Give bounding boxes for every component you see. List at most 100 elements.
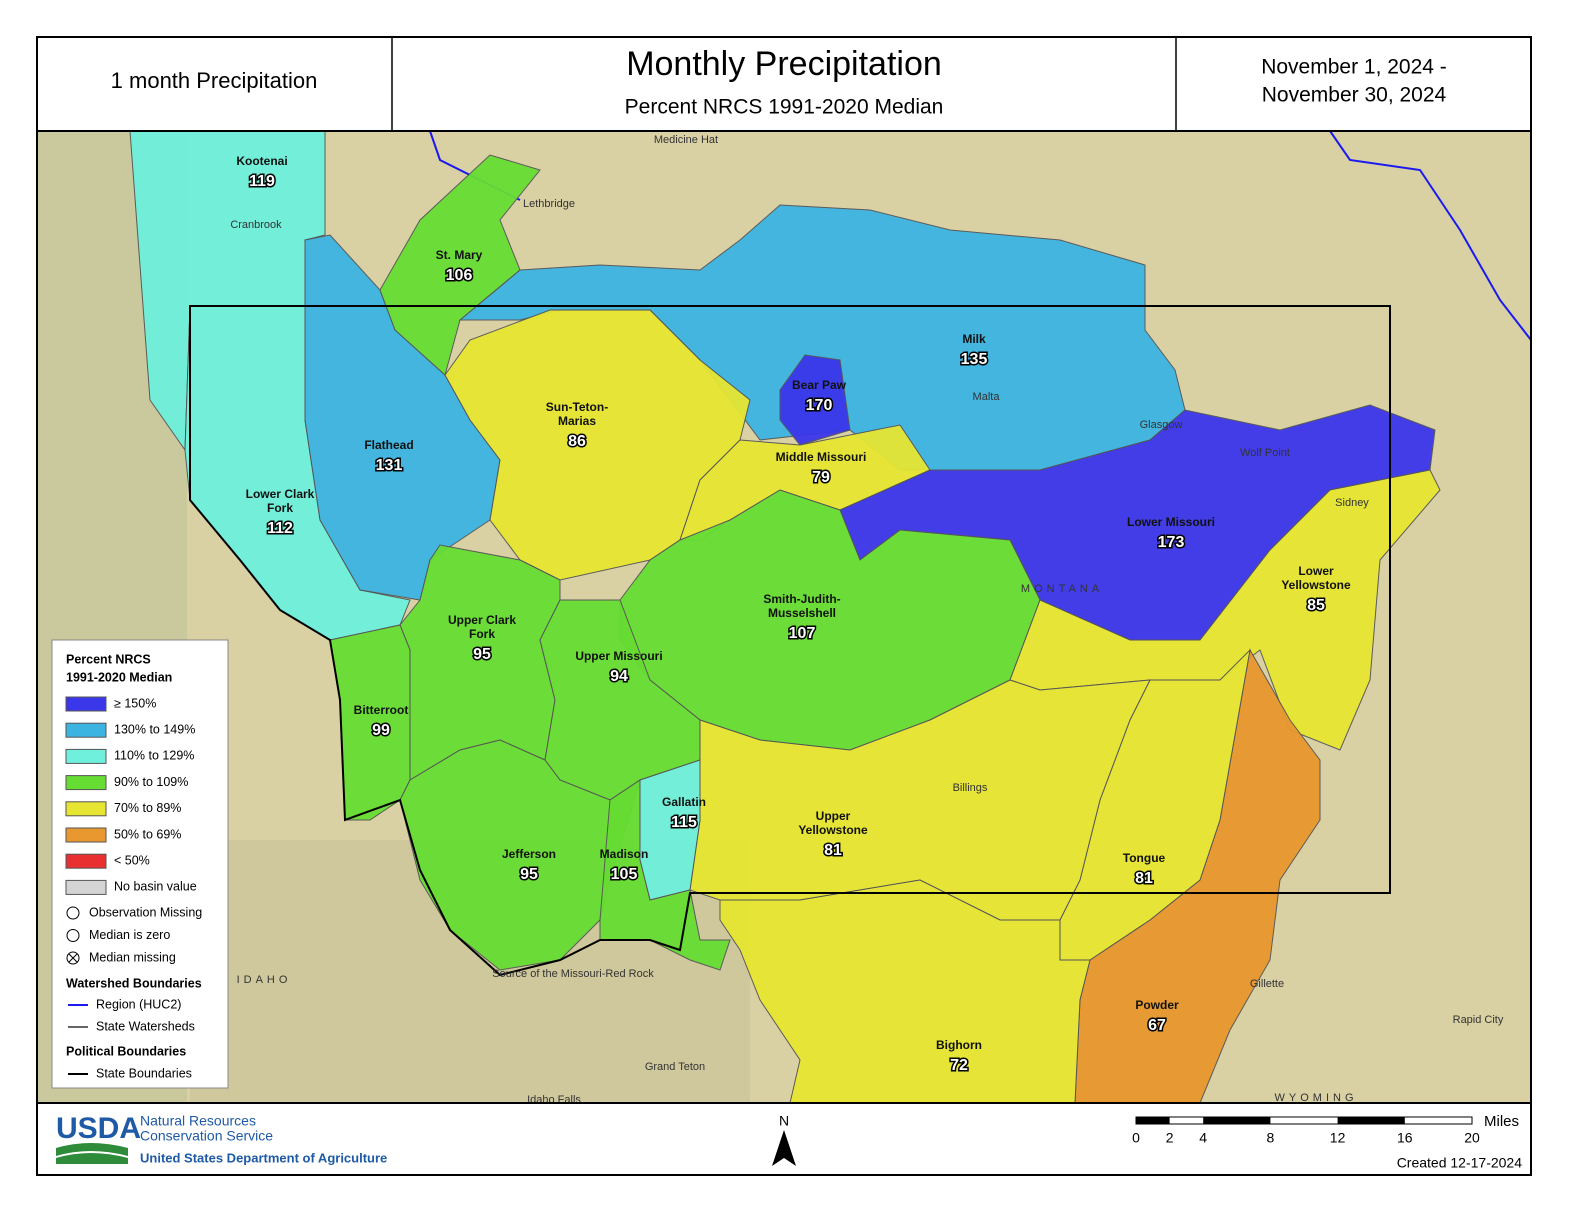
legend-label: 70% to 89% bbox=[114, 801, 181, 815]
basin-name: Flathead bbox=[364, 438, 413, 452]
basin-value: 95 bbox=[520, 866, 538, 883]
basin-name: Musselshell bbox=[768, 606, 836, 620]
legend-swatch bbox=[65, 879, 107, 895]
legend-swatch bbox=[65, 801, 107, 817]
legend-label: Median is zero bbox=[89, 928, 170, 942]
place-label: Sidney bbox=[1335, 497, 1369, 509]
basin-area bbox=[689, 679, 1151, 921]
basin-value: 67 bbox=[1148, 1017, 1166, 1034]
basin-value: 105 bbox=[611, 866, 638, 883]
legend-label: 90% to 109% bbox=[114, 775, 188, 789]
scale-segment bbox=[1337, 1117, 1405, 1124]
legend-swatch bbox=[65, 827, 107, 843]
scale-segment bbox=[1203, 1117, 1271, 1124]
scale-label: 2 bbox=[1166, 1130, 1174, 1146]
basin-name: Middle Missouri bbox=[776, 450, 867, 464]
scale-unit: Miles bbox=[1484, 1113, 1519, 1130]
basin-name: Jefferson bbox=[502, 847, 556, 861]
basin-name: Madison bbox=[600, 847, 649, 861]
legend-label: ≥ 150% bbox=[114, 696, 156, 710]
north-arrow bbox=[772, 1130, 796, 1166]
basin-name: Fork bbox=[267, 501, 293, 515]
basin-name: Lower Clark bbox=[246, 487, 315, 501]
basin-value: 81 bbox=[1135, 870, 1153, 887]
basin-name: Bitterroot bbox=[354, 703, 409, 717]
place-label: IDAHO bbox=[237, 974, 292, 986]
place-label: Wolf Point bbox=[1240, 447, 1290, 459]
basin-value: 112 bbox=[267, 520, 293, 537]
basin-name: St. Mary bbox=[436, 248, 483, 262]
basin-value: 119 bbox=[249, 173, 275, 190]
scale-label: 0 bbox=[1132, 1130, 1140, 1146]
basin-name: Bear Paw bbox=[792, 378, 847, 392]
frame bbox=[36, 36, 1532, 1176]
legend-label: 130% to 149% bbox=[114, 722, 195, 736]
basin-value: 115 bbox=[671, 814, 697, 831]
created-date: Created 12-17-2024 bbox=[1397, 1155, 1523, 1171]
basin-name: Yellowstone bbox=[1281, 578, 1351, 592]
date-range: November 1, 2024 - bbox=[1261, 56, 1447, 79]
legend-swatch bbox=[65, 775, 107, 791]
subtitle: Percent NRCS 1991-2020 Median bbox=[625, 96, 944, 119]
basin-area bbox=[379, 154, 541, 376]
legend-swatch bbox=[65, 853, 107, 869]
place-label: Grand Teton bbox=[645, 1061, 705, 1073]
agency: Conservation Service bbox=[140, 1128, 273, 1144]
legend-label: Median missing bbox=[89, 950, 176, 964]
basin-name: Fork bbox=[469, 627, 495, 641]
basin-name: Marias bbox=[558, 414, 596, 428]
scale-label: 8 bbox=[1267, 1130, 1275, 1146]
place-label: Billings bbox=[953, 782, 988, 794]
basin-value: 131 bbox=[376, 457, 403, 474]
basin-value: 95 bbox=[473, 646, 491, 663]
date-range: November 30, 2024 bbox=[1262, 84, 1447, 107]
state-boundary bbox=[189, 305, 1391, 977]
basin-name: Milk bbox=[962, 332, 986, 346]
place-label: Gillette bbox=[1250, 978, 1284, 990]
basin-value: 79 bbox=[812, 469, 830, 486]
basin-name: Smith-Judith- bbox=[763, 592, 840, 606]
title: Monthly Precipitation bbox=[626, 45, 942, 83]
legend-heading: Political Boundaries bbox=[66, 1044, 186, 1058]
legend-symbol bbox=[66, 906, 80, 920]
legend-symbol bbox=[68, 953, 78, 963]
place-label: Rapid City bbox=[1453, 1014, 1504, 1026]
basin-name: Kootenai bbox=[236, 154, 287, 168]
place-label: Lethbridge bbox=[523, 198, 575, 210]
basin-name: Lower bbox=[1298, 564, 1334, 578]
legend-label: State Boundaries bbox=[96, 1066, 192, 1080]
basin-name: Powder bbox=[1135, 998, 1179, 1012]
place-label: MONTANA bbox=[1021, 583, 1103, 595]
scale-frame bbox=[1135, 1116, 1473, 1125]
legend-swatch bbox=[65, 696, 107, 712]
legend-label: < 50% bbox=[114, 853, 150, 867]
usda-logo: USDA bbox=[56, 1112, 141, 1145]
basin-value: 86 bbox=[568, 433, 586, 450]
basin-name: Sun-Teton- bbox=[546, 400, 608, 414]
places: Medicine Hat Lethbridge Cranbrook Malta Glas… bbox=[230, 134, 1504, 1106]
department: United States Department of Agriculture bbox=[140, 1150, 387, 1165]
legend-title: 1991-2020 Median bbox=[66, 670, 172, 684]
scale-bar: 0 2 4 8 12 16 20 bbox=[1132, 1116, 1480, 1146]
basin-value: 72 bbox=[950, 1057, 968, 1074]
place-label: Source of the Missouri-Red Rock bbox=[492, 968, 654, 980]
place-label: Malta bbox=[973, 391, 1001, 403]
legend-label: State Watersheds bbox=[96, 1019, 195, 1033]
usda-waves bbox=[56, 1143, 128, 1164]
legend-label: Region (HUC2) bbox=[96, 997, 181, 1011]
basin-value: 173 bbox=[1158, 534, 1185, 551]
place-label: Glasgow bbox=[1140, 419, 1183, 431]
legend-label: No basin value bbox=[114, 880, 197, 894]
legend-heading: Watershed Boundaries bbox=[66, 976, 202, 990]
basin-value: 94 bbox=[610, 668, 628, 685]
legend-label: 110% to 129% bbox=[114, 749, 194, 763]
basin-name: Lower Missouri bbox=[1127, 515, 1215, 529]
legend-label: Observation Missing bbox=[89, 905, 202, 919]
legend: Percent NRCS 1991-2020 Median ≥ 150% 130%… bbox=[51, 639, 229, 1089]
basin-value: 170 bbox=[806, 397, 833, 414]
basin-name: Upper Missouri bbox=[575, 649, 662, 663]
basin-name: Yellowstone bbox=[798, 823, 868, 837]
basin-name: Gallatin bbox=[662, 795, 706, 809]
scale-label: 4 bbox=[1199, 1130, 1207, 1146]
